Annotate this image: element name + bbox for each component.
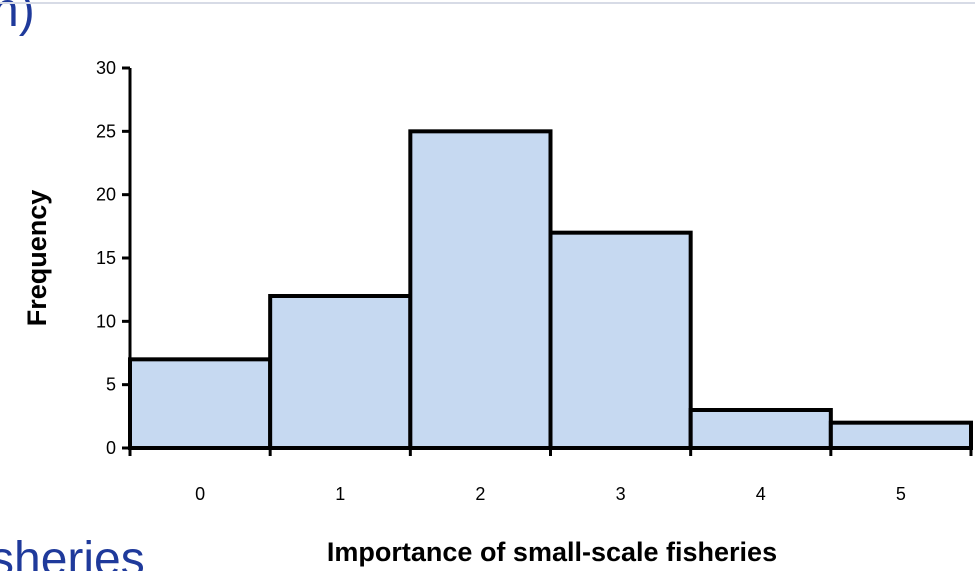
x-tick-label: 4 — [756, 484, 766, 504]
bar-0 — [128, 357, 273, 451]
x-tick-label: 3 — [616, 484, 626, 504]
x-tick-label: 1 — [335, 484, 345, 504]
x-tick-label: 2 — [475, 484, 485, 504]
y-tick-label: 5 — [106, 375, 116, 395]
x-tick-label: 0 — [195, 484, 205, 504]
y-tick-label: 20 — [96, 185, 116, 205]
y-tick-label: 30 — [96, 58, 116, 78]
bar-1 — [268, 294, 413, 450]
bar-2 — [408, 129, 553, 450]
y-axis-title: Frequency — [22, 190, 52, 327]
bar-4 — [688, 408, 833, 450]
y-tick-label: 10 — [96, 311, 116, 331]
y-tick-label: 25 — [96, 121, 116, 141]
histogram: 0 5 10 15 20 25 30 0 1 2 3 4 5 Frequency Importance … — [22, 58, 973, 567]
slide-body-fragment: sheries — [0, 533, 145, 571]
x-axis-title: Importance of small-scale fisheries — [327, 537, 777, 567]
y-tick-label: 15 — [96, 248, 116, 268]
tick-labels-group: 0 5 10 15 20 25 30 0 1 2 3 4 5 — [96, 58, 906, 504]
bars-group — [128, 129, 973, 451]
bar-3 — [548, 230, 693, 450]
slide-title-fragment: h) — [0, 0, 35, 37]
axes-group — [122, 66, 973, 456]
x-tick-label: 5 — [896, 484, 906, 504]
y-tick-label: 0 — [106, 438, 116, 458]
bar-5 — [828, 420, 973, 450]
